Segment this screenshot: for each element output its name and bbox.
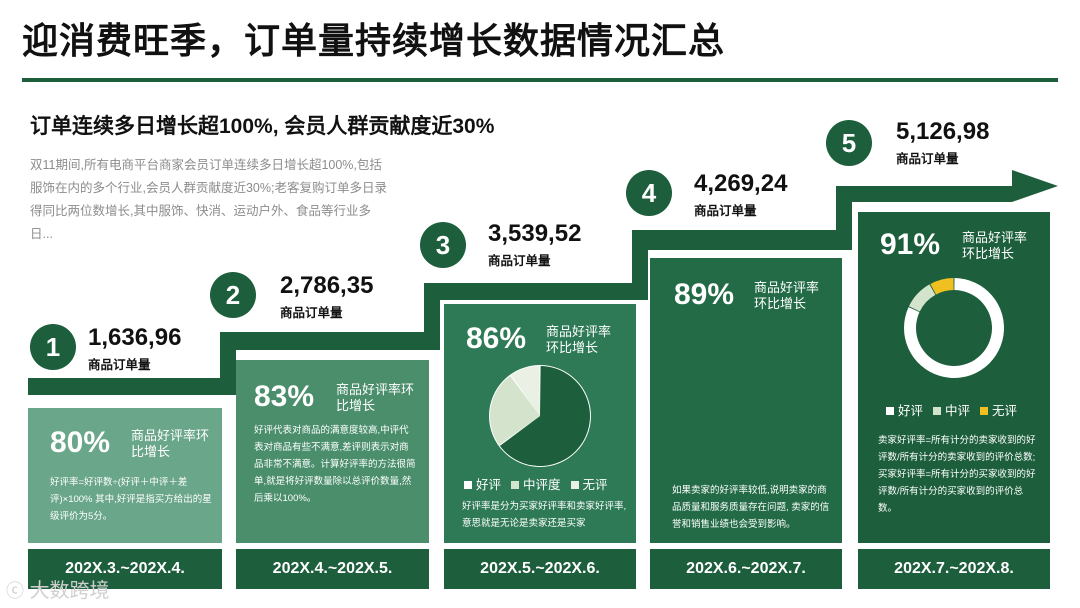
step-2-unit: 商品订单量 bbox=[280, 306, 343, 320]
step-4-period: 202X.6.~202X.7. bbox=[650, 549, 842, 589]
step-1-card: 80% 商品好评率环比增长 好评率=好评数÷(好评＋中评＋差评)×100% 其中… bbox=[28, 408, 222, 543]
step-3-percent: 86% bbox=[466, 322, 527, 355]
section-subtitle: 订单连续多日增长超100%, 会员人群贡献度近30% bbox=[30, 115, 495, 138]
step-5-legend: 好评 中评 无评 bbox=[886, 400, 1017, 419]
step-4-unit: 商品订单量 bbox=[694, 204, 757, 218]
legend-label: 无评 bbox=[992, 404, 1018, 418]
step-4-value: 4,269,24 bbox=[694, 170, 788, 197]
step-3-label: 商品好评率环比增长 bbox=[546, 324, 612, 355]
step-3-unit: 商品订单量 bbox=[488, 254, 551, 268]
step-5-card: 91% 商品好评率环比增长 好评 中评 无评 卖家好评率=所有计分的卖家收到的好… bbox=[858, 212, 1050, 543]
legend-item: 中评 bbox=[933, 400, 970, 419]
slice-2 bbox=[908, 284, 936, 312]
step-2-badge: 2 bbox=[210, 272, 256, 318]
step-5-label: 商品好评率环比增长 bbox=[962, 230, 1028, 261]
legend-item: 无评 bbox=[980, 400, 1017, 419]
step-5-value: 5,126,98 bbox=[896, 118, 990, 145]
slice-3 bbox=[511, 366, 540, 416]
step-3-badge: 3 bbox=[420, 222, 466, 268]
legend-item: 好评 bbox=[886, 400, 923, 419]
step-5-period: 202X.7.~202X.8. bbox=[858, 549, 1050, 589]
step-3-text: 好评率是分为买家好评率和卖家好评率,意思就是无论是卖家还是买家 bbox=[462, 501, 627, 529]
section-description: 双11期间,所有电商平台商家会员订单连续多日增长超100%,包括服饰在内的多个行… bbox=[30, 158, 387, 241]
step-2-percent: 83% bbox=[254, 380, 315, 413]
step-1-badge: 1 bbox=[30, 324, 76, 370]
legend-label: 中评度 bbox=[523, 478, 561, 492]
watermark-text: 大数跨境 bbox=[29, 580, 110, 602]
step-1-percent: 80% bbox=[50, 426, 111, 459]
title-divider bbox=[22, 78, 1058, 82]
staircase-arrow-shape bbox=[28, 170, 1058, 395]
slice-1 bbox=[499, 366, 590, 466]
step-2-label: 商品好评率环比增长 bbox=[336, 382, 415, 413]
legend-label: 中评 bbox=[945, 404, 971, 418]
step-4-badge: 4 bbox=[626, 170, 672, 216]
step-5-donut-chart bbox=[904, 278, 1004, 378]
step-3-value: 3,539,52 bbox=[488, 220, 582, 247]
step-5-percent: 91% bbox=[880, 228, 941, 261]
step-2-text: 好评代表对商品的满意度较高,中评代表对商品有些不满意,差评则表示对商品非常不满意… bbox=[254, 425, 416, 504]
step-1-text: 好评率=好评数÷(好评＋中评＋差评)×100% 其中,好评是指买方给出的星级评价… bbox=[50, 477, 212, 522]
step-1-unit: 商品订单量 bbox=[88, 358, 151, 372]
step-1-period: 202X.3.~202X.4. bbox=[28, 549, 222, 589]
step-3-card: 86% 商品好评率环比增长 好评 中评度 无评 好评率是分为买家好评率和卖家好评… bbox=[444, 304, 636, 543]
step-1-value: 1,636,96 bbox=[88, 324, 182, 351]
step-2-card: 83% 商品好评率环比增长 好评代表对商品的满意度较高,中评代表对商品有些不满意… bbox=[236, 360, 429, 543]
legend-item: 好评 bbox=[464, 474, 501, 493]
watermark-logo-icon: ⓒ bbox=[6, 581, 24, 601]
step-4-text: 如果卖家的好评率较低,说明卖家的商品质量和服务质量存在问题, 卖家的信誉和销售业… bbox=[672, 485, 830, 530]
step-2-value: 2,786,35 bbox=[280, 272, 374, 299]
legend-label: 好评 bbox=[476, 478, 502, 492]
step-1-label: 商品好评率环比增长 bbox=[131, 428, 210, 459]
step-3-pie-chart bbox=[489, 365, 591, 467]
page-title: 迎消费旺季，订单量持续增长数据情况汇总 bbox=[22, 20, 726, 61]
legend-item: 无评 bbox=[570, 474, 608, 493]
legend-label: 无评 bbox=[582, 478, 608, 492]
legend-item: 中评度 bbox=[511, 474, 561, 493]
slice-2 bbox=[490, 375, 540, 445]
step-5-text: 卖家好评率=所有计分的卖家收到的好评数/所有计分的卖家收到的评价总数; 买家好评… bbox=[878, 435, 1036, 514]
step-4-label: 商品好评率环比增长 bbox=[754, 280, 820, 311]
step-4-card: 89% 商品好评率环比增长 如果卖家的好评率较低,说明卖家的商品质量和服务质量存… bbox=[650, 258, 842, 543]
step-5-badge: 5 bbox=[826, 120, 872, 166]
step-3-period: 202X.5.~202X.6. bbox=[444, 549, 636, 589]
step-2-period: 202X.4.~202X.5. bbox=[236, 549, 429, 589]
step-3-legend: 好评 中评度 无评 bbox=[464, 474, 608, 493]
step-4-percent: 89% bbox=[674, 278, 735, 311]
legend-label: 好评 bbox=[898, 404, 924, 418]
step-5-unit: 商品订单量 bbox=[896, 152, 959, 166]
watermark: ⓒ 大数跨境 bbox=[6, 574, 110, 603]
slice-3 bbox=[930, 278, 954, 295]
